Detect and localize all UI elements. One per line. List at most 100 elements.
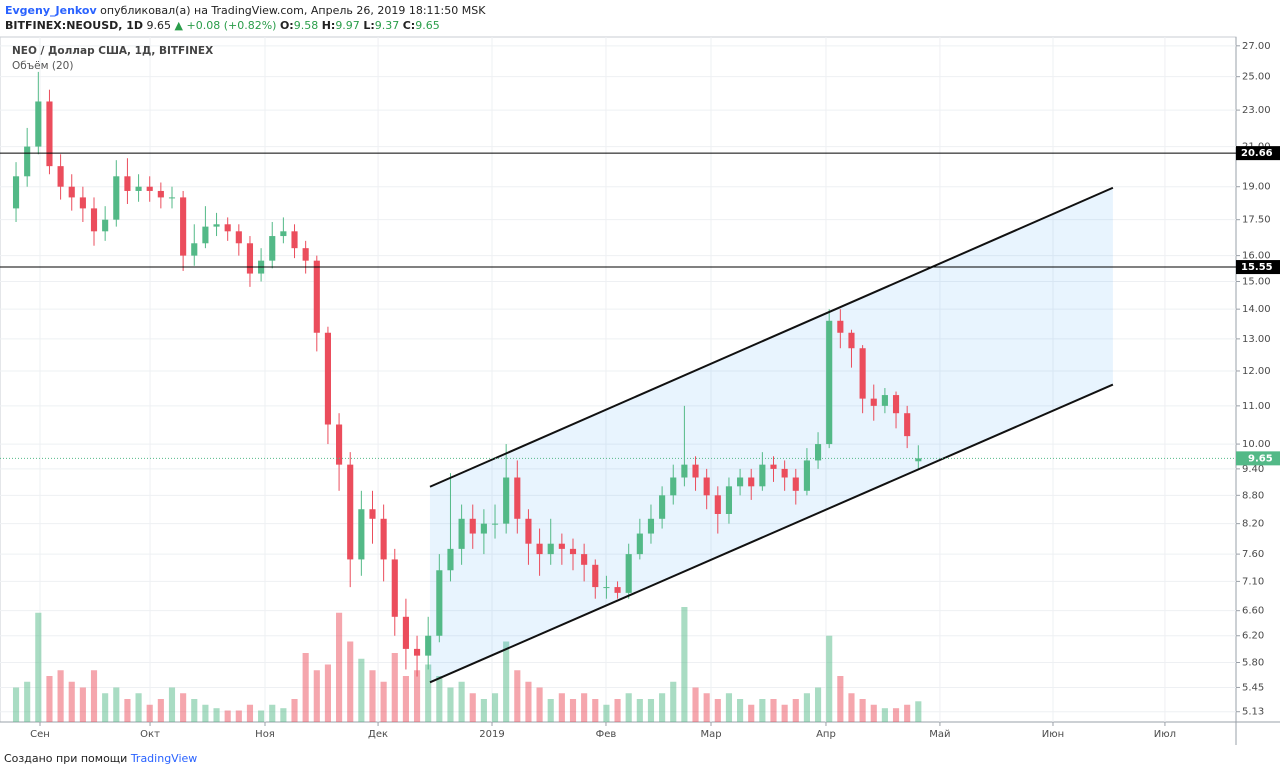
candle-body (235, 231, 242, 244)
x-tick-label: Июл (1154, 729, 1176, 740)
volume-bar (848, 693, 855, 722)
author[interactable]: Evgeny_Jenkov (5, 4, 97, 17)
candle-body (625, 554, 632, 593)
volume-label: Объём (20) (12, 60, 73, 72)
y-tick-label: 25.00 (1242, 72, 1271, 83)
channel (429, 187, 1113, 683)
candle-body (135, 186, 142, 191)
volume-bar (79, 687, 86, 722)
candle-body (659, 495, 666, 519)
candle-body (380, 518, 387, 560)
y-tick-label: 13.00 (1242, 334, 1271, 345)
header: Evgeny_Jenkov опубликовал(а) на TradingV… (5, 3, 485, 33)
x-tick-label: Май (929, 729, 950, 740)
y-tick-label: 7.60 (1242, 549, 1264, 560)
volume-bar (202, 704, 209, 722)
volume-bar (837, 676, 844, 722)
ohlc-label: O: (279, 19, 294, 32)
candle-body (837, 320, 844, 333)
x-tick-label: Мар (700, 729, 721, 740)
volume-bar (391, 653, 398, 722)
candle-body (35, 101, 42, 147)
volume-bar (280, 708, 287, 722)
footer: Создано при помощи TradingView (4, 752, 197, 765)
ohlc-label: C: (402, 19, 416, 32)
symbol: BITFINEX:NEOUSD, 1D (5, 19, 144, 32)
change: ▲ +0.08 (+0.82%) (174, 19, 277, 32)
y-tick-label: 6.20 (1242, 631, 1264, 642)
candle-body (703, 477, 710, 496)
overlays (0, 152, 1236, 684)
volume-bar (536, 687, 543, 722)
brand[interactable]: TradingView (130, 752, 198, 765)
x-tick-label: Июн (1042, 729, 1064, 740)
published: опубликовал(а) на TradingView.com, Апрел… (100, 4, 486, 17)
candle-body (892, 395, 900, 414)
volume-bar (135, 693, 142, 722)
volume-bar (413, 670, 421, 722)
volume-bar (569, 699, 577, 722)
volume-bar (592, 699, 599, 722)
y-tick-label: 11.00 (1242, 401, 1271, 412)
candle-body (302, 248, 309, 261)
volume-bar (737, 699, 744, 722)
candle-body (503, 477, 510, 524)
volume-bar (603, 704, 610, 722)
volume-bar (246, 704, 254, 722)
candle-body (113, 176, 120, 220)
ohlc-label: L: (363, 19, 375, 32)
footer-text: Создано при помощи (4, 752, 128, 765)
volume-bar (168, 687, 176, 722)
volume-bar (369, 670, 376, 722)
candle-body (770, 464, 777, 469)
candle-body (324, 332, 331, 425)
volume-bar (870, 704, 877, 722)
volume-bar (491, 693, 499, 722)
candle-body (413, 648, 421, 656)
volume-bar (124, 699, 131, 722)
chart: NEO / Доллар США, 1Д, BITFINEX Объём (20… (0, 36, 1280, 745)
candle-body (614, 587, 621, 593)
ohlc-value: 9.37 (374, 19, 400, 32)
candle-body (881, 395, 888, 406)
candle-body (592, 564, 599, 588)
candle-body (124, 176, 131, 191)
volume-bar (759, 699, 766, 722)
y-tick-label: 8.20 (1242, 519, 1264, 530)
volume-bar (469, 693, 476, 722)
ohlc-value: 9.97 (335, 19, 360, 32)
candle-body (759, 464, 766, 487)
volume-bar (402, 676, 409, 722)
volume-bar (57, 670, 64, 722)
y-tick-label: 27.00 (1242, 41, 1271, 52)
candle-body (436, 570, 443, 636)
level-label-box (1236, 146, 1280, 161)
level-label-box (1236, 260, 1280, 275)
volume-bar (636, 699, 643, 722)
candle-body (391, 559, 398, 617)
level-label: 15.55 (1241, 262, 1273, 273)
volume-bar (547, 699, 554, 722)
volume-bar (670, 681, 677, 722)
chart-title: NEO / Доллар США, 1Д, BITFINEX (12, 45, 213, 57)
candle-body (168, 197, 176, 199)
candle-body (826, 320, 833, 445)
volume-bar (46, 676, 53, 722)
volume-bar (558, 693, 565, 722)
volume-bar (803, 693, 810, 722)
candle-body (915, 458, 922, 462)
y-tick-label: 12.00 (1242, 366, 1271, 377)
y-tick-label: 9.40 (1242, 464, 1264, 475)
candle-body (347, 464, 354, 560)
candle-body (280, 231, 287, 237)
candle-body (725, 486, 733, 514)
volume-bar (191, 699, 198, 722)
y-tick-label: 19.00 (1242, 182, 1271, 193)
volume-bar (503, 641, 510, 722)
candle-body (870, 398, 877, 406)
candle-body (191, 243, 198, 256)
candle-body (358, 509, 365, 560)
candle-body (547, 543, 554, 555)
volume-bar (347, 641, 354, 722)
candle-body (24, 146, 31, 177)
